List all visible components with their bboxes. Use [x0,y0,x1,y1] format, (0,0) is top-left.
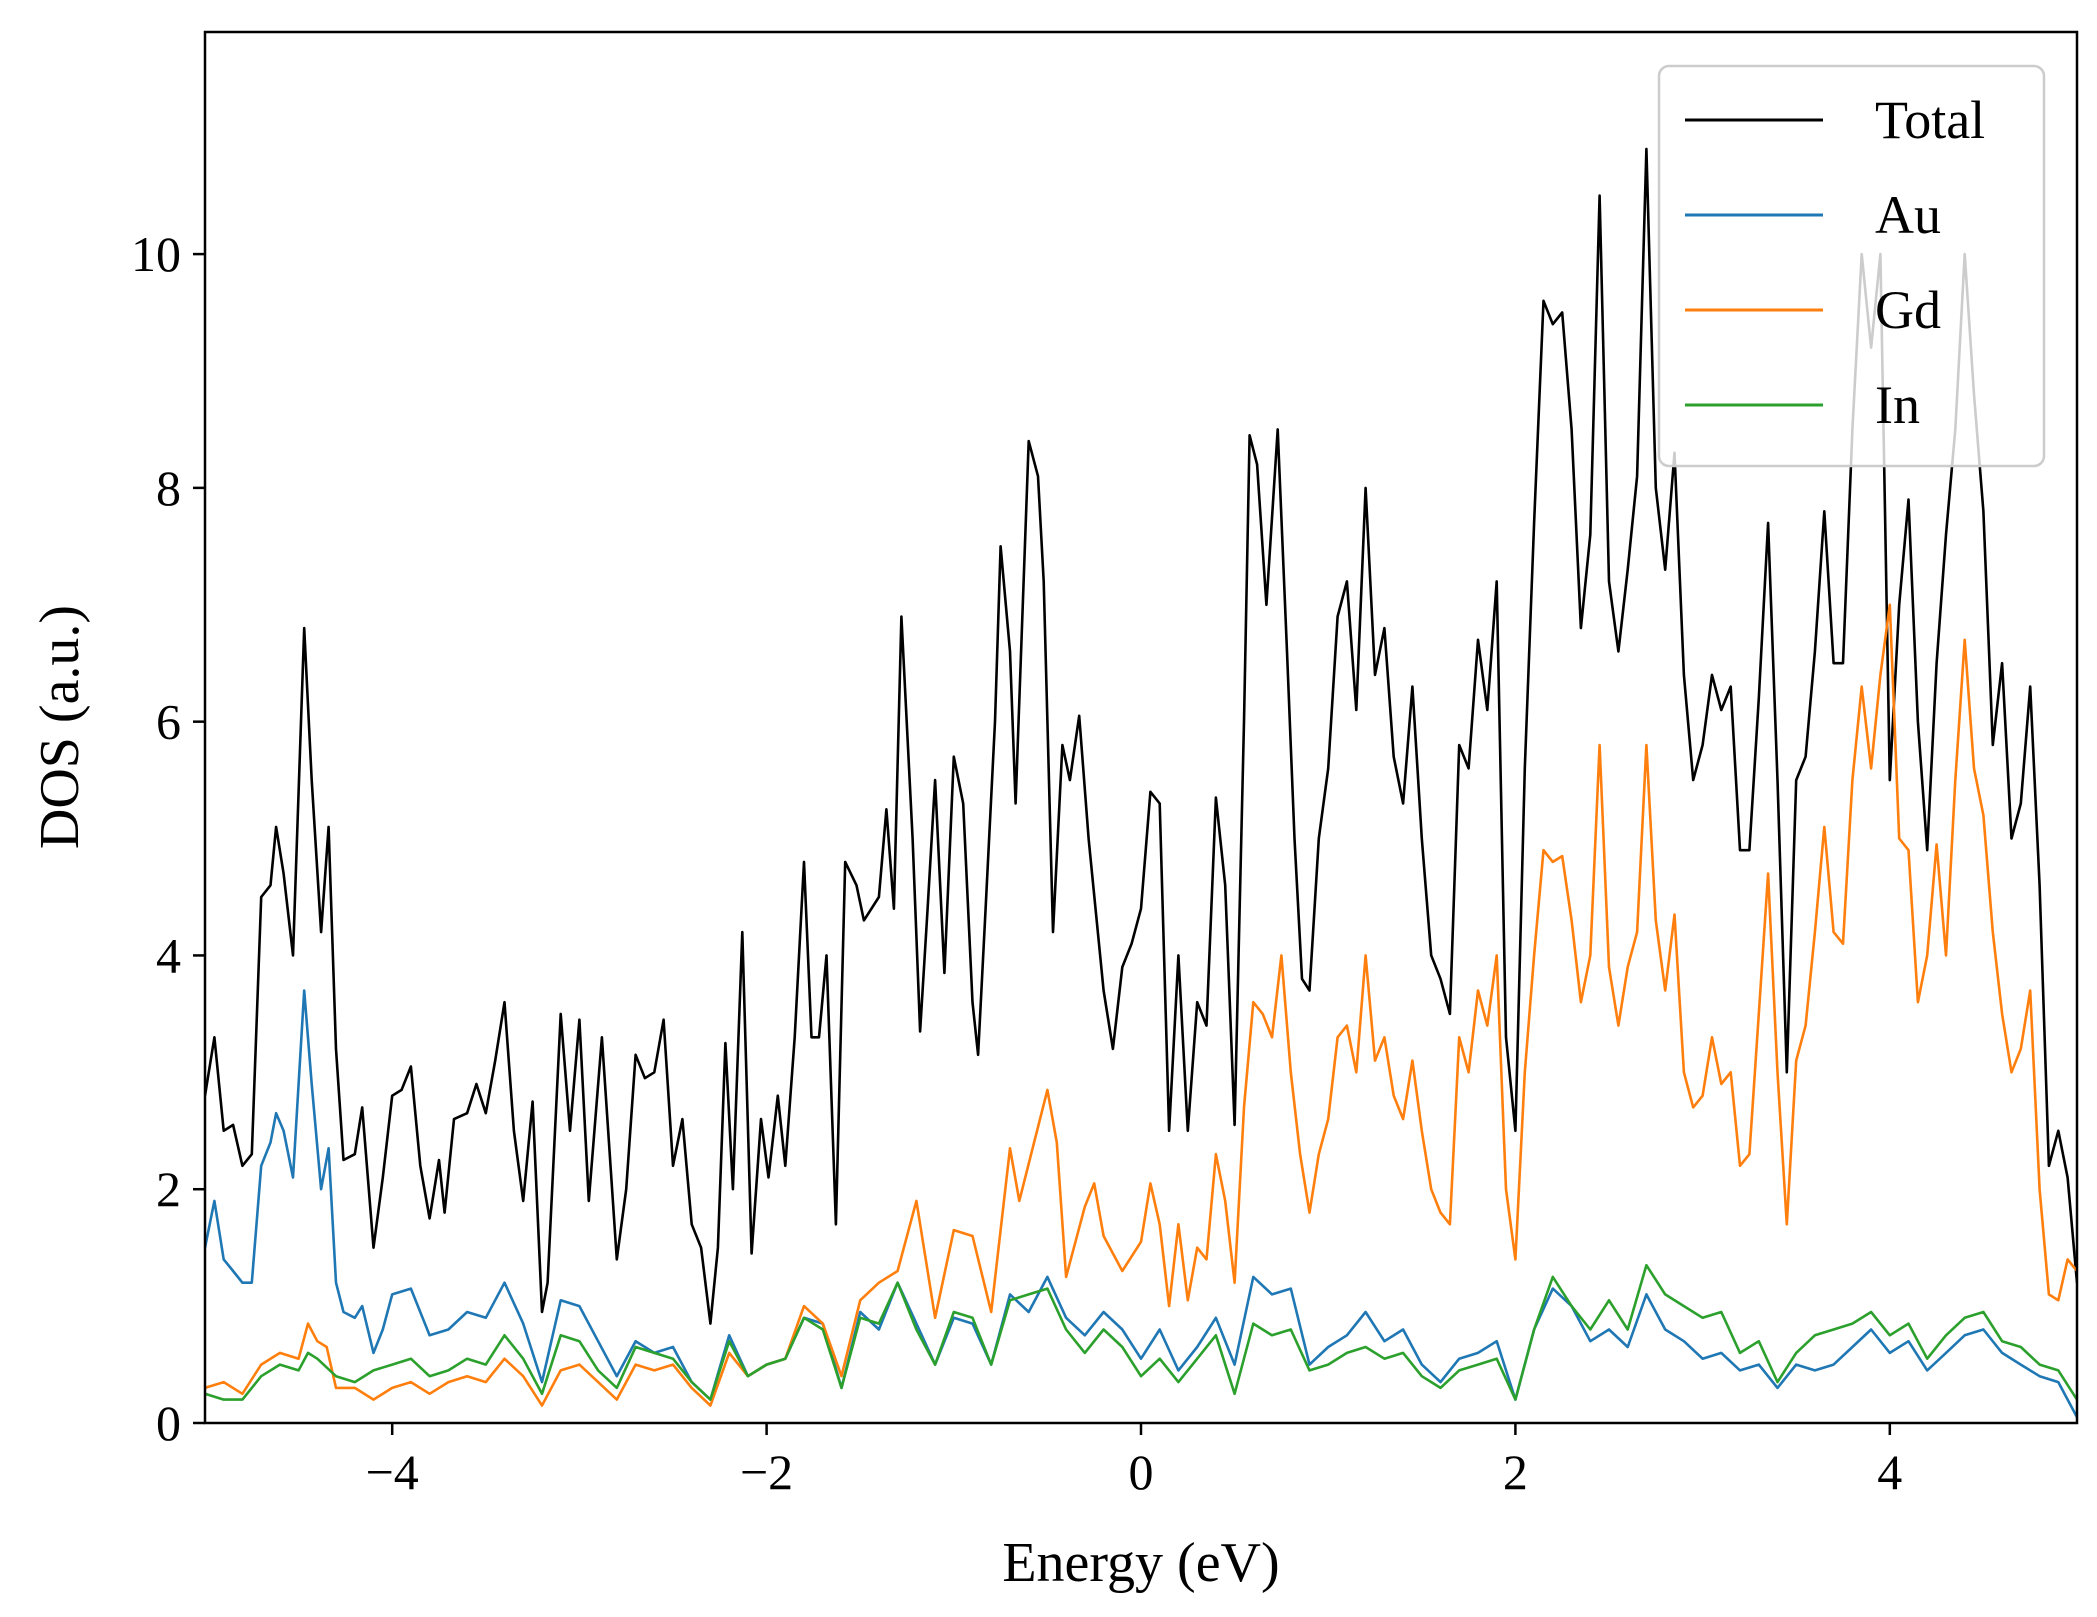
y-tick-label: 10 [131,226,181,282]
y-tick-label: 4 [156,927,181,983]
x-tick-label: −2 [740,1444,793,1500]
y-tick-label: 6 [156,694,181,750]
legend-label-total: Total [1875,90,1985,150]
x-axis-title: Energy (eV) [1002,1532,1279,1594]
series-line-gd [205,603,2077,1407]
x-tick-label: 2 [1503,1444,1528,1500]
series-line-total [205,147,2077,1325]
legend-label-gd: Gd [1875,280,1941,340]
y-axis: 0 2 4 6 8 10 [131,226,205,1451]
y-axis-title: DOS (a.u.) [29,605,91,849]
x-axis: −4 −2 0 2 4 [366,1423,1902,1500]
y-tick-label: 2 [156,1161,181,1217]
legend-label-in: In [1875,375,1920,435]
legend-box [1657,64,2046,468]
legend-label-au: Au [1875,185,1941,245]
series-line-in [205,1263,2077,1401]
y-tick-label: 8 [156,460,181,516]
y-tick-label: 0 [156,1395,181,1451]
series-line-au [205,989,2077,1418]
x-tick-label: −4 [366,1444,419,1500]
series-layer [205,147,2077,1418]
x-tick-label: 0 [1129,1444,1154,1500]
x-tick-label: 4 [1877,1444,1902,1500]
legend: Total Au Gd In [1657,64,2046,468]
